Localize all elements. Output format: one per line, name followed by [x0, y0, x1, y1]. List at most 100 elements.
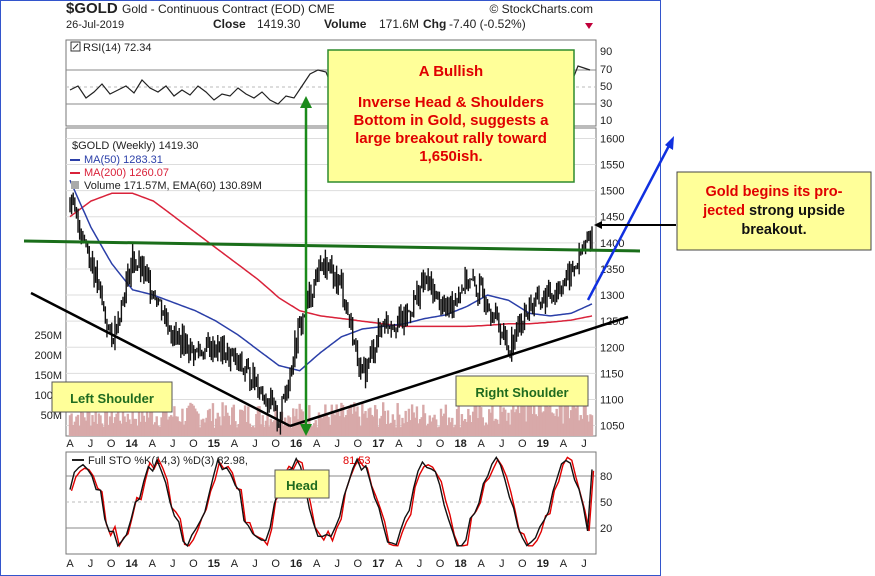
bullish-line: Bottom in Gold, suggests a: [353, 112, 549, 129]
volume-bar: [171, 416, 174, 436]
price-tick: 1200: [600, 342, 624, 354]
volume-bar: [590, 415, 594, 436]
x-tick-label: J: [252, 558, 258, 570]
close-label: Close: [213, 17, 246, 31]
volume-bar: [292, 408, 295, 436]
volume-bar: [414, 417, 417, 436]
volume-bar: [557, 416, 560, 436]
volume-bar: [388, 423, 391, 436]
volume-bar: [476, 418, 480, 436]
volume-bar: [468, 415, 472, 436]
symbol: $GOLD: [66, 0, 118, 17]
x-tick-label: J: [170, 438, 176, 450]
head-label: Head: [274, 469, 330, 499]
x-tick-label: 17: [372, 438, 384, 450]
volume-bar: [338, 416, 342, 436]
sto-tick: 80: [600, 471, 612, 483]
volume-bar: [492, 420, 496, 436]
volume-bar: [277, 423, 280, 436]
volume-bar: [298, 403, 301, 436]
volume-bar: [73, 421, 77, 436]
volume-bar: [309, 425, 313, 436]
volume-bar: [100, 423, 104, 436]
x-tick-label: 19: [537, 558, 549, 570]
volume-bar: [449, 422, 452, 436]
volume-bar: [463, 419, 467, 436]
volume-bar: [173, 406, 176, 436]
volume-bar: [441, 416, 444, 436]
volume-bar: [189, 402, 192, 436]
volume-bar: [319, 416, 322, 436]
volume-value: 171.6M: [379, 17, 419, 31]
volume-bar: [125, 421, 128, 436]
date-label: 26-Jul-2019: [66, 19, 124, 31]
volume-bar: [436, 427, 440, 436]
rsi-label: RSI(14) 72.34: [83, 42, 151, 54]
volume-bar: [500, 411, 504, 436]
volume-bar: [174, 416, 178, 436]
sto-tick: 50: [600, 497, 612, 509]
volume-bar: [520, 384, 523, 436]
volume-bar: [107, 424, 110, 436]
volume-tick: 50M: [41, 410, 62, 422]
volume-bar: [473, 404, 476, 436]
volume-bar: [529, 390, 533, 436]
volume-bar: [269, 418, 272, 436]
volume-bar: [516, 396, 520, 436]
volume-bar: [512, 402, 515, 436]
x-tick-label: O: [271, 558, 280, 570]
price-tick: 1050: [600, 421, 624, 433]
price-tick: 1550: [600, 160, 624, 172]
x-tick-label: 16: [290, 438, 302, 450]
volume-bar: [120, 423, 123, 436]
volume-bar: [569, 410, 573, 436]
volume-bar: [94, 410, 97, 436]
volume-bar: [242, 410, 245, 436]
volume-bar: [194, 408, 197, 436]
volume-bar: [488, 409, 491, 436]
volume-bar: [369, 407, 372, 436]
chg-label: Chg: [423, 17, 446, 31]
pointer-arrow-icon: [594, 221, 602, 229]
x-tick-label: 17: [372, 558, 384, 570]
volume-bar: [210, 421, 213, 436]
x-tick-label: O: [436, 558, 445, 570]
price-tick: 1100: [600, 394, 624, 406]
volume-bar: [144, 421, 147, 436]
volume-bar: [401, 417, 404, 436]
volume-bar: [137, 403, 141, 436]
price-tick: 1500: [600, 186, 624, 198]
volume-bar: [187, 405, 191, 436]
volume-bar: [312, 423, 316, 436]
left-shoulder-text: Left Shoulder: [70, 391, 154, 406]
rsi-line: [69, 69, 331, 105]
volume-bar: [428, 415, 431, 436]
breakout-line-2-black: strong upside: [745, 203, 845, 219]
bullish-box: [327, 49, 575, 183]
volume-bar: [80, 405, 83, 436]
right-shoulder-text: Right Shoulder: [475, 385, 568, 400]
volume-bar: [290, 427, 293, 436]
volume-bar: [491, 402, 494, 436]
volume-bar: [293, 416, 297, 436]
volume-bar: [267, 426, 271, 436]
volume-bar: [322, 413, 325, 436]
volume-bar: [328, 424, 332, 436]
down-triangle-icon: [585, 23, 593, 29]
x-tick-label: 15: [208, 558, 220, 570]
volume-bar: [218, 416, 221, 436]
arrow-up-icon: [300, 96, 312, 108]
volume-bar: [232, 404, 236, 436]
volume-bar: [165, 403, 168, 436]
volume-bar: [147, 417, 150, 436]
volume-bar: [478, 403, 481, 436]
x-tick-label: A: [478, 438, 486, 450]
volume-bar: [226, 412, 229, 436]
x-tick-label: A: [231, 438, 239, 450]
volume-bar: [550, 412, 554, 436]
volume-bar: [163, 411, 166, 436]
volume-bar: [467, 408, 470, 436]
x-tick-label: A: [395, 558, 403, 570]
breakout-arrow: [586, 139, 674, 301]
rsi-tick: 50: [600, 81, 612, 93]
